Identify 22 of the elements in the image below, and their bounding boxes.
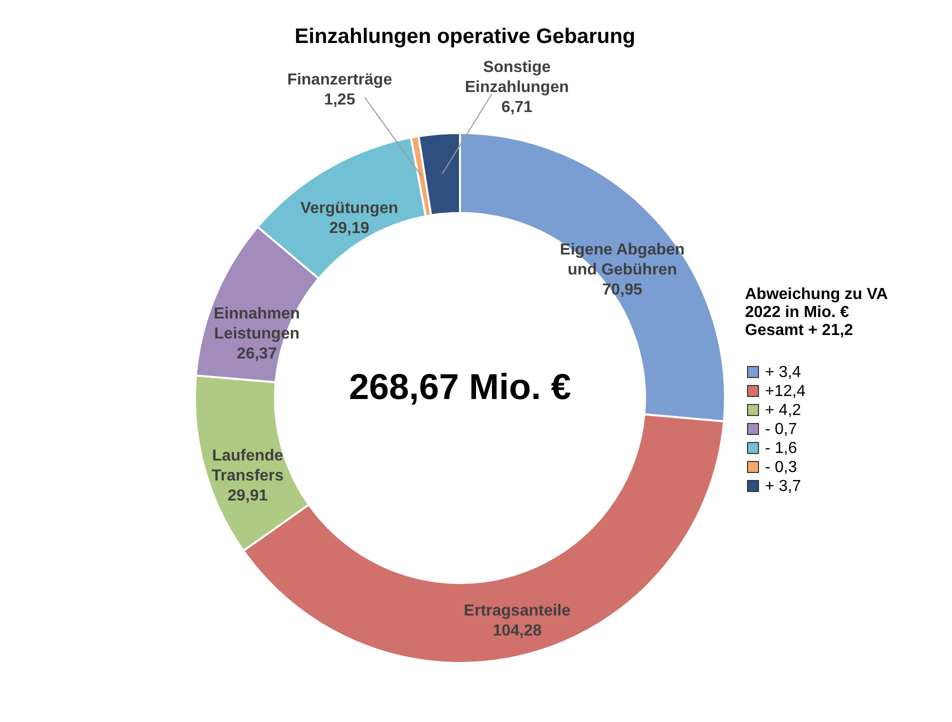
slice-label: Sonstige Einzahlungen <box>464 58 569 96</box>
text: + 3,4 <box>765 364 802 381</box>
text: + 3,7 <box>765 478 802 495</box>
data-label: 6,71 <box>501 98 533 116</box>
text: Gesamt + 21,2 <box>745 322 854 339</box>
text: 268,67 Mio. € <box>348 366 572 407</box>
slice-label: Vergütungen <box>300 200 398 217</box>
data-label: 26,37 <box>236 346 277 363</box>
data-label: 29,91 <box>228 488 268 505</box>
legend-title: Abweichung zu VA 2022 in Mio. € <box>745 286 888 321</box>
slice-label: Finanzerträge <box>287 71 392 88</box>
data-label: 1,25 <box>324 91 356 108</box>
chart-title: Einzahlungen operative Gebarung <box>294 24 636 48</box>
slice-label: Ertragsanteile <box>464 602 571 620</box>
text: + 4,2 <box>765 402 802 419</box>
text: - 0,7 <box>765 421 798 438</box>
text: - 0,3 <box>765 459 798 476</box>
data-label: 104,28 <box>492 622 542 640</box>
slice-label: Laufende Transfers <box>212 448 284 485</box>
text: +12,4 <box>765 383 806 400</box>
text: - 1,6 <box>765 440 798 457</box>
data-label: 29,19 <box>329 220 370 237</box>
